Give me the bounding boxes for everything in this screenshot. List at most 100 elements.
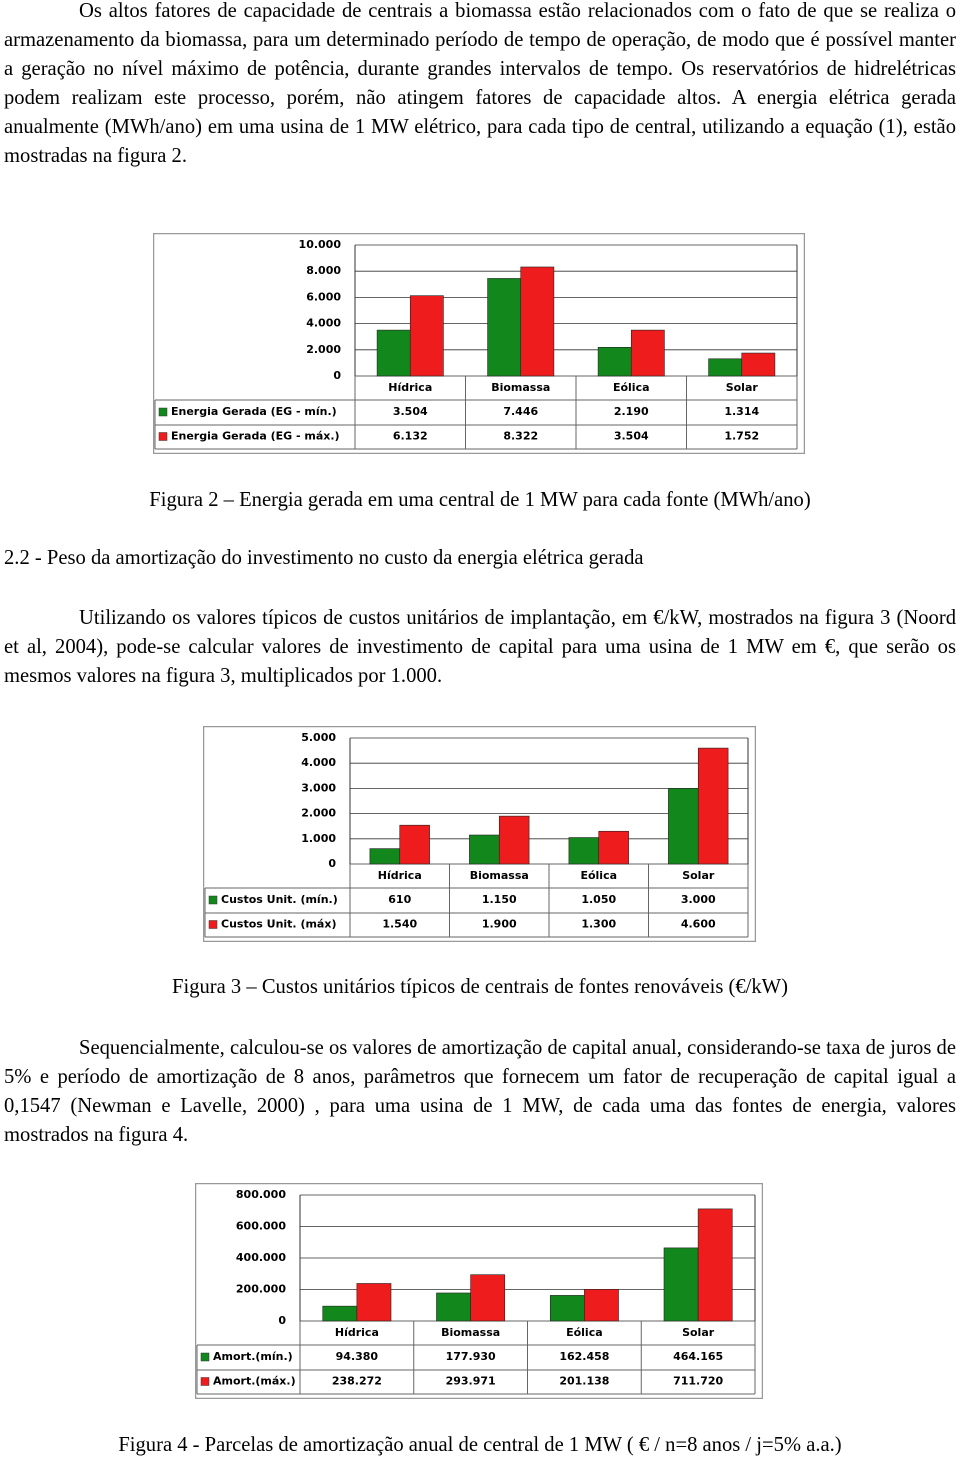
bar: [708, 358, 743, 377]
data-label: 1.050: [581, 893, 616, 906]
legend-label: Custos Unit. (mín.): [221, 893, 338, 906]
bar: [409, 295, 444, 377]
data-label: 177.930: [446, 1350, 496, 1363]
y-tick-label: 2.000: [306, 343, 341, 356]
x-tick-label: Biomassa: [441, 1326, 500, 1339]
data-label: 1.300: [581, 918, 616, 931]
y-tick-label: 0: [333, 369, 341, 382]
legend-label: Amort.(mín.): [213, 1350, 293, 1363]
data-label: 293.971: [446, 1375, 496, 1388]
bar: [568, 837, 600, 865]
data-label: 201.138: [559, 1375, 609, 1388]
bar: [369, 848, 401, 865]
y-tick-label: 0: [328, 857, 336, 870]
data-label: 3.504: [614, 430, 649, 443]
bar: [668, 788, 699, 865]
bar: [436, 1292, 471, 1322]
data-label: 94.380: [336, 1350, 379, 1363]
chart: 0 2.000 4.000 6.000 8.000 10.000 Hídrica Biomas…: [153, 233, 805, 454]
data-label: 464.165: [673, 1350, 723, 1363]
bar: [322, 1305, 358, 1322]
data-label: 238.272: [332, 1375, 382, 1388]
bar: [520, 266, 555, 377]
data-label: 8.322: [503, 430, 538, 443]
y-tick-label: 0: [278, 1314, 286, 1327]
x-tick-label: Eólica: [580, 869, 617, 882]
x-tick-label: Hídrica: [388, 381, 432, 394]
data-label: 1.150: [482, 893, 517, 906]
data-label: 3.000: [681, 893, 716, 906]
figure-caption: Figura 2 – Energia gerada em uma central…: [149, 489, 811, 511]
data-label: 1.540: [382, 918, 417, 931]
data-label: 3.504: [393, 405, 428, 418]
bar: [487, 278, 522, 377]
data-label: 1.752: [724, 430, 759, 443]
data-label: 2.190: [614, 405, 649, 418]
bar: [597, 347, 632, 377]
data-label: 1.314: [724, 405, 759, 418]
y-tick-label: 200.000: [236, 1283, 286, 1296]
y-tick-label: 800.000: [236, 1188, 286, 1201]
bar: [399, 824, 430, 865]
x-tick-label: Solar: [682, 1326, 715, 1339]
x-tick-label: Eólica: [566, 1326, 603, 1339]
x-tick-label: Hídrica: [378, 869, 422, 882]
x-tick-label: Eólica: [613, 381, 650, 394]
figure-caption: Figura 3 – Custos unitários típicos de c…: [172, 976, 788, 998]
y-tick-label: 8.000: [306, 264, 341, 277]
paragraph: Utilizando os valores típicos de custos …: [4, 607, 956, 687]
data-label: 1.900: [482, 918, 517, 931]
bar: [630, 329, 665, 377]
paragraph: Sequencialmente, calculou-se os valores …: [4, 1037, 956, 1146]
y-tick-label: 600.000: [236, 1220, 286, 1233]
chart-border: [153, 233, 805, 454]
bar: [584, 1289, 619, 1322]
legend-label: Custos Unit. (máx): [221, 918, 336, 931]
x-tick-label: Solar: [682, 869, 715, 882]
legend-swatch: [158, 432, 168, 441]
data-label: 4.600: [681, 918, 716, 931]
section-heading: 2.2 - Peso da amortização do investiment…: [4, 547, 644, 569]
legend-swatch: [208, 920, 218, 929]
chart: 0 200.000 400.000 600.000 800.000 Hídrica Biom…: [195, 1183, 763, 1399]
bar: [741, 352, 776, 377]
bar: [598, 830, 629, 865]
y-tick-label: 1.000: [301, 832, 336, 845]
chart-border: [203, 726, 756, 942]
figure-caption: Figura 4 - Parcelas de amortização anual…: [118, 1434, 842, 1456]
legend-swatch: [208, 895, 218, 905]
bar: [498, 815, 530, 865]
chart: 0 1.000 2.000 3.000 4.000 5.000 Hídrica Biomass…: [203, 726, 756, 942]
legend-swatch: [158, 407, 168, 417]
x-tick-label: Biomassa: [470, 869, 529, 882]
legend-label: Energia Gerada (EG - máx.): [171, 430, 340, 443]
data-label: 7.446: [503, 405, 538, 418]
data-label: 711.720: [673, 1375, 723, 1388]
x-tick-label: Solar: [726, 381, 759, 394]
bar: [697, 747, 729, 865]
bar: [376, 329, 411, 377]
y-tick-label: 10.000: [299, 238, 342, 251]
y-tick-label: 4.000: [301, 756, 336, 769]
bar: [356, 1283, 392, 1322]
y-tick-label: 6.000: [306, 290, 341, 303]
legend-swatch: [200, 1377, 210, 1386]
legend-swatch: [200, 1352, 210, 1362]
y-tick-label: 5.000: [301, 731, 336, 744]
bar: [470, 1274, 506, 1322]
data-label: 6.132: [393, 430, 428, 443]
data-label: 162.458: [559, 1350, 609, 1363]
legend-label: Energia Gerada (EG - mín.): [171, 405, 337, 418]
y-tick-label: 2.000: [301, 807, 336, 820]
bar: [697, 1208, 733, 1322]
x-tick-label: Biomassa: [491, 381, 550, 394]
data-label: 610: [388, 893, 411, 906]
y-tick-label: 400.000: [236, 1251, 286, 1264]
bar: [469, 834, 500, 865]
bar: [549, 1295, 585, 1322]
legend-label: Amort.(máx.): [213, 1375, 296, 1388]
bar: [663, 1247, 699, 1322]
paragraph: Os altos fatores de capacidade de centra…: [4, 0, 956, 167]
y-tick-label: 3.000: [301, 781, 336, 794]
